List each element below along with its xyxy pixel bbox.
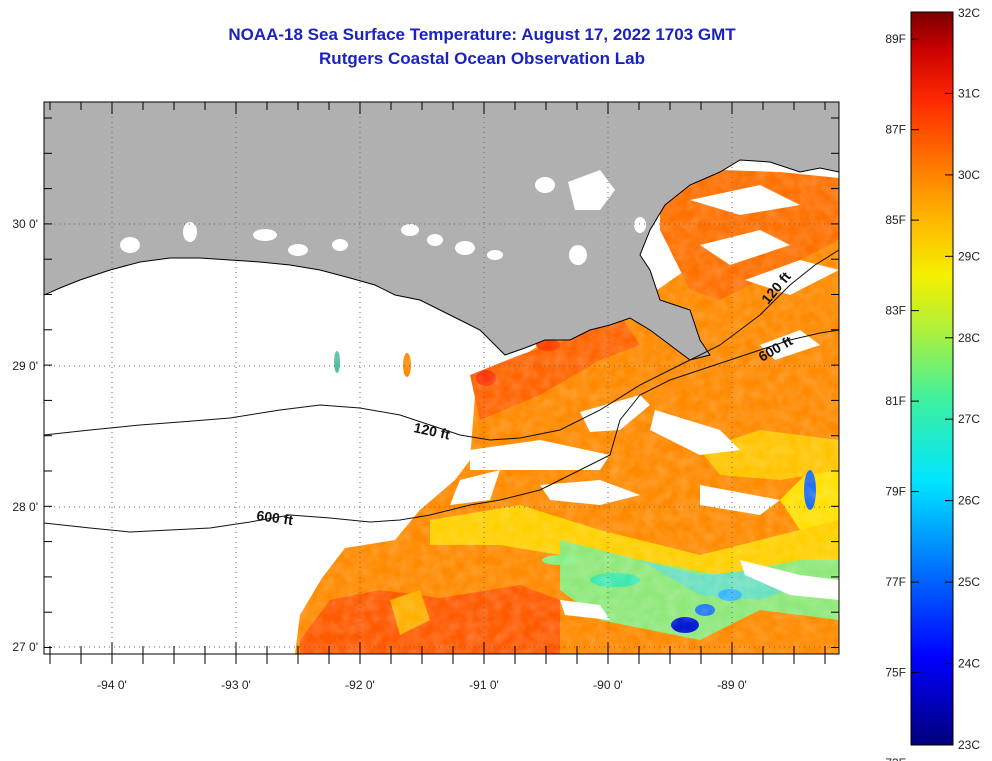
lon-label: -91 0' [469,678,499,692]
map-subtitle: Rutgers Coastal Ocean Observation Lab [319,49,645,68]
colorbar-label-celsius: 26C [958,494,980,508]
contour-label-600-west: 600 ft [256,507,295,528]
colorbar-label-fahrenheit: 89F [885,32,906,46]
lon-label: -94 0' [97,678,127,692]
map-plot-area [44,102,839,654]
lon-label: -93 0' [221,678,251,692]
map-frame-ticks [44,102,839,664]
lon-label: -89 0' [717,678,747,692]
colorbar-label-celsius: 30C [958,168,980,182]
colorbar-label-celsius: 25C [958,575,980,589]
colorbar-label-fahrenheit: 75F [885,666,906,680]
longitude-axis: -94 0' -93 0' -92 0' -91 0' -90 0' -89 0… [97,678,747,692]
colorbar-label-celsius: 32C [958,6,980,20]
lon-label: -92 0' [345,678,375,692]
latitude-axis: 30 0' 29 0' 28 0' 27 0' [12,217,38,654]
colorbar-label-celsius: 28C [958,331,980,345]
colorbar-label-fahrenheit: 83F [885,304,906,318]
colorbar-label-celsius: 31C [958,86,980,100]
colorbar-label-fahrenheit: 81F [885,394,906,408]
colorbar-label-celsius: 29C [958,249,980,263]
colorbar: 89F 87F 85F 83F 81F 79F 77F 75F 73F 32C 31C 30C 29C… [885,6,980,761]
inland-water [120,170,646,265]
map-title: NOAA-18 Sea Surface Temperature: August … [228,25,736,44]
colorbar-label-fahrenheit: 85F [885,213,906,227]
colorbar-label-fahrenheit: 87F [885,123,906,137]
lon-label: -90 0' [593,678,623,692]
colorbar-label-celsius: 23C [958,738,980,752]
lat-label: 29 0' [12,359,38,373]
lat-label: 27 0' [12,640,38,654]
colorbar-label-fahrenheit: 77F [885,575,906,589]
colorbar-label-celsius: 24C [958,657,980,671]
colorbar-label-fahrenheit: 79F [885,485,906,499]
lat-label: 28 0' [12,500,38,514]
bathymetry-contours [43,249,840,533]
colorbar-label-fahrenheit: 73F [885,756,906,761]
graticule [44,102,839,654]
lat-label: 30 0' [12,217,38,231]
map-frame [43,101,840,655]
land-mass [44,102,839,361]
contour-label-120-west: 120 ft [412,419,451,442]
colorbar-gradient [910,11,954,746]
colorbar-label-celsius: 27C [958,412,980,426]
